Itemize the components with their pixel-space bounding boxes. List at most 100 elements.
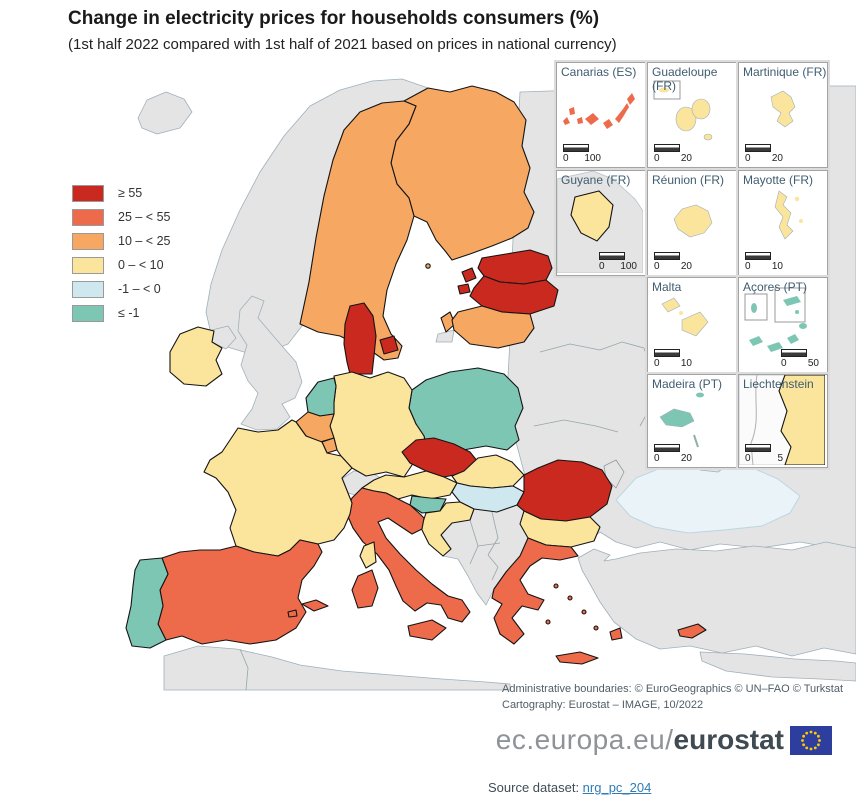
inset-label: Martinique (FR): [743, 65, 827, 79]
country-france: [203, 419, 353, 557]
page-title: Change in electricity prices for househo…: [68, 8, 600, 29]
legend-label: 10 – < 25: [118, 234, 171, 248]
legend-label: ≤ -1: [118, 306, 140, 320]
country-italy: [345, 487, 471, 623]
scalebar: 0 20: [745, 144, 785, 164]
source-link[interactable]: nrg_pc_204: [582, 780, 652, 795]
legend: ≥ 55 25 – < 55 10 – < 25 0 – < 10 -1 – <…: [72, 181, 170, 325]
inset-label: Canarias (ES): [561, 65, 637, 79]
border-morocco-algeria: [239, 648, 249, 691]
inset-reunion: Réunion (FR) 0 20: [647, 170, 737, 276]
inset-map-canarias: [563, 93, 635, 129]
legend-row: 10 – < 25: [72, 229, 170, 253]
country-greece: [491, 537, 579, 645]
country-spain: [157, 539, 323, 645]
legend-label: -1 – < 0: [118, 282, 161, 296]
country-rhodes: [609, 627, 623, 641]
scalebar: 0 20: [654, 252, 694, 272]
border-balkans-4: [487, 554, 499, 581]
legend-label: ≥ 55: [118, 186, 143, 200]
inset-map-mayotte: [774, 190, 803, 240]
legend-label: 25 – < 55: [118, 210, 171, 224]
legend-row: ≤ -1: [72, 301, 170, 325]
border-belarus-russia: [539, 341, 645, 353]
inset-label: Malta: [652, 280, 682, 294]
inset-label: Mayotte (FR): [743, 173, 814, 187]
legend-swatch-0-10: [72, 256, 104, 274]
legend-row: 0 – < 10: [72, 253, 170, 277]
country-north-africa: [163, 645, 511, 691]
scalebar: 0 100: [599, 252, 639, 272]
scalebar: 0 10: [654, 349, 694, 369]
country-croatia: [420, 501, 475, 557]
inset-map-liechtenstein: [739, 375, 825, 465]
scalebar: 0 10: [745, 252, 785, 272]
inset-label: Madeira (PT): [652, 377, 723, 391]
page-subtitle: (1st half 2022 compared with 1st half of…: [68, 36, 617, 53]
inset-guadeloupe: Guadeloupe (FR) 0 20: [647, 62, 737, 168]
scalebar: 0 50: [781, 349, 821, 369]
inset-map-reunion: [673, 204, 713, 238]
legend-row: 25 – < 55: [72, 205, 170, 229]
border-belarus-ukraine: [533, 419, 619, 433]
country-denmark-zealand: [379, 335, 399, 355]
country-lithuania: [451, 305, 535, 349]
inset-martinique: Martinique (FR) 0 20: [738, 62, 828, 168]
country-latvia: [469, 275, 559, 315]
legend-row: -1 – < 0: [72, 277, 170, 301]
scalebar: 0 100: [563, 144, 603, 164]
inset-label: Açores (PT): [743, 280, 808, 294]
country-netherlands: [305, 377, 337, 417]
inset-label: Guyane (FR): [561, 173, 631, 187]
eu-flag-icon: [790, 725, 832, 755]
logo-prefix: ec.europa.eu/: [495, 724, 674, 755]
logo-wordmark: eurostat: [673, 724, 784, 755]
aegean-islands: [545, 583, 599, 631]
inset-guyane: Guyane (FR) 0 100: [556, 170, 646, 276]
legend-swatch-neg1-0: [72, 280, 104, 298]
legend-label: 0 – < 10: [118, 258, 164, 272]
legend-swatch-10-25: [72, 232, 104, 250]
legend-swatch-25-55: [72, 208, 104, 226]
inset-label: Guadeloupe (FR): [652, 65, 718, 93]
country-corsica: [359, 541, 377, 569]
inset-mayotte: Mayotte (FR) 0 10: [738, 170, 828, 276]
country-sicily: [407, 619, 447, 641]
border-balkans-2: [487, 511, 499, 556]
country-iceland: [137, 91, 193, 135]
scalebar: 0 20: [654, 444, 694, 464]
inset-map-madeira: [659, 392, 704, 448]
inset-map-acores: [744, 287, 807, 352]
source-dataset: Source dataset: nrg_pc_204: [488, 780, 651, 795]
country-middle-east: [699, 651, 856, 682]
country-denmark: [343, 302, 377, 375]
legend-swatch-le-neg1: [72, 304, 104, 322]
country-crete: [555, 651, 599, 665]
inset-madeira: Madeira (PT) 0 20: [647, 374, 737, 468]
inset-canarias: Canarias (ES) 0 100: [556, 62, 646, 168]
country-united-kingdom: [237, 295, 303, 431]
inset-label: Liechtenstein: [743, 377, 814, 391]
inset-map-guadeloupe: [653, 80, 713, 141]
country-turkey: [577, 541, 856, 657]
country-estonia-islands: [457, 267, 477, 295]
country-ireland: [169, 326, 223, 387]
country-balearics: [287, 599, 329, 618]
country-kaliningrad: [435, 329, 455, 343]
country-sardinia: [351, 569, 379, 609]
country-poland: [408, 367, 524, 451]
source-label: Source dataset:: [488, 780, 583, 795]
eurostat-logo: ec.europa.eu/eurostat: [496, 724, 832, 756]
country-cyprus: [677, 623, 707, 639]
attribution-line-2: Cartography: Eurostat – IMAGE, 10/2022: [502, 698, 704, 711]
inset-map-martinique: [770, 90, 796, 128]
inset-label: Réunion (FR): [652, 173, 725, 187]
country-sweden: [299, 100, 417, 361]
border-balkans-3: [477, 542, 501, 547]
inset-malta: Malta 0 10: [647, 277, 737, 373]
scalebar: 0 20: [654, 144, 694, 164]
attribution-line-1: Administrative boundaries: © EuroGeograp…: [502, 683, 844, 695]
